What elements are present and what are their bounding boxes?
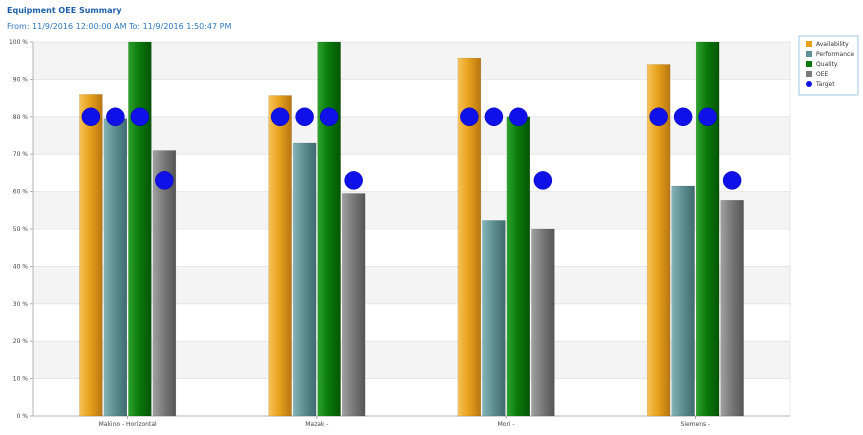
y-tick-label: 60 % xyxy=(13,189,29,196)
x-tick-label: Makino - Horizontal xyxy=(99,421,157,428)
target-marker xyxy=(155,171,174,190)
target-marker xyxy=(509,107,528,127)
bar-oee-3 xyxy=(720,199,744,417)
target-marker xyxy=(295,107,314,127)
bar-oee-1 xyxy=(341,193,366,417)
chart-subtitle: From: 11/9/2016 12:00:00 AM To: 11/9/201… xyxy=(7,22,232,31)
legend-label-oee: OEE xyxy=(816,71,829,78)
y-tick-label: 100 % xyxy=(9,39,28,46)
bar-quality-1 xyxy=(317,41,341,417)
target-marker xyxy=(319,107,339,127)
legend-swatch-performance xyxy=(806,51,812,57)
target-marker xyxy=(533,171,553,190)
target-marker xyxy=(698,107,717,127)
target-marker xyxy=(484,107,504,127)
y-tick-label: 30 % xyxy=(13,301,29,308)
legend-label-quality: Quality xyxy=(816,61,838,68)
legend-swatch-target xyxy=(806,81,812,87)
bar-availability-1 xyxy=(268,95,292,417)
target-marker xyxy=(722,171,742,190)
x-tick-label: Mori - xyxy=(498,421,515,428)
legend-swatch-oee xyxy=(806,71,812,77)
target-marker xyxy=(81,107,101,127)
bar-performance-1 xyxy=(292,142,317,417)
x-tick-label: Mazak - xyxy=(305,421,328,428)
bar-availability-2 xyxy=(457,57,482,417)
bar-performance-2 xyxy=(482,220,506,417)
y-tick-label: 20 % xyxy=(13,338,29,345)
chart-legend: Availability Performance Quality OEE Target xyxy=(798,35,859,96)
bar-oee-0 xyxy=(152,150,177,417)
target-marker xyxy=(130,107,150,127)
bar-availability-0 xyxy=(79,94,103,417)
bar-quality-2 xyxy=(506,116,531,417)
target-marker xyxy=(270,107,290,127)
bar-availability-3 xyxy=(646,64,671,417)
target-marker xyxy=(673,107,693,127)
bar-quality-3 xyxy=(695,41,720,417)
target-marker xyxy=(344,171,363,190)
legend-label-performance: Performance xyxy=(816,51,854,58)
y-tick-label: 70 % xyxy=(13,151,29,158)
bar-performance-0 xyxy=(103,118,128,417)
y-tick-label: 90 % xyxy=(13,76,29,83)
target-marker xyxy=(106,107,125,127)
y-tick-label: 40 % xyxy=(13,263,29,270)
y-tick-label: 0 % xyxy=(17,413,29,420)
x-tick-label: Siemens - xyxy=(681,421,711,428)
bar-quality-0 xyxy=(128,41,152,417)
y-tick-label: 50 % xyxy=(13,226,29,233)
bar-oee-2 xyxy=(531,228,555,417)
legend-swatch-availability xyxy=(806,41,812,47)
legend-label-availability: Availability xyxy=(816,41,849,48)
y-tick-label: 80 % xyxy=(13,114,29,121)
y-tick-label: 10 % xyxy=(13,376,29,383)
legend-swatch-quality xyxy=(806,61,812,67)
target-marker xyxy=(460,107,479,127)
bar-performance-3 xyxy=(671,185,695,417)
legend-label-target: Target xyxy=(815,81,835,88)
chart-title: Equipment OEE Summary xyxy=(7,6,122,15)
target-marker xyxy=(649,107,668,127)
